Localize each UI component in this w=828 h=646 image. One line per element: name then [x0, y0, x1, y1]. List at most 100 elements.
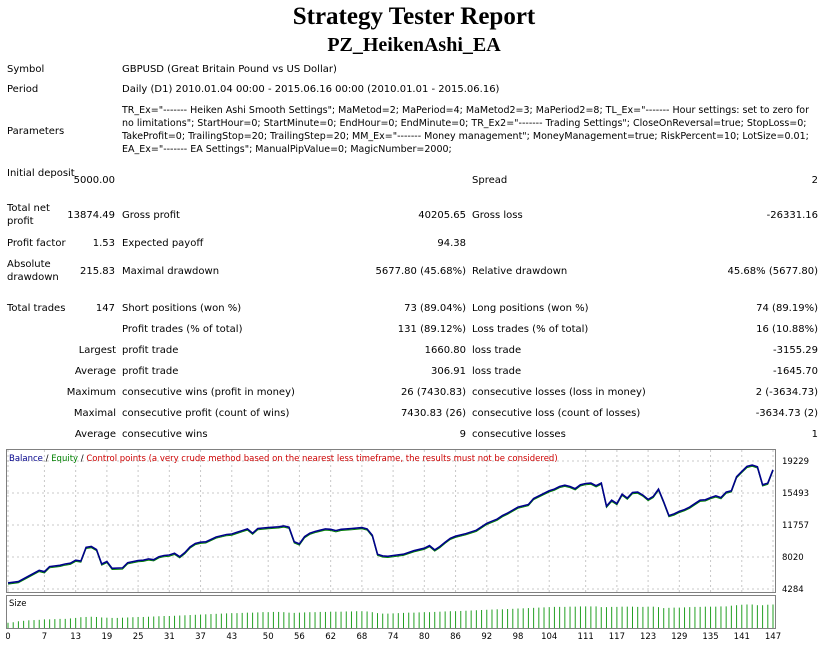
- y-tick-label: 8020: [782, 553, 804, 563]
- average-loss-value: -1645.70: [773, 366, 818, 377]
- max-cons-wins-value: 26 (7430.83): [400, 387, 466, 398]
- x-tick-label: 56: [294, 632, 305, 642]
- short-positions-value: 73 (89.04%): [404, 303, 466, 314]
- relative-drawdown-value: 45.68% (5677.80): [727, 266, 818, 277]
- x-tick-label: 7: [42, 632, 47, 642]
- largest-label: Largest: [78, 345, 116, 356]
- symbol-label: Symbol: [7, 64, 45, 75]
- maximal-cons-profit-label: consecutive profit (count of wins): [122, 408, 290, 419]
- largest-profit-label: profit trade: [122, 345, 179, 356]
- average-profit-label: profit trade: [122, 366, 179, 377]
- size-bars: [7, 604, 774, 628]
- x-tick-label: 98: [513, 632, 524, 642]
- profit-factor-label: Profit factor: [7, 238, 66, 249]
- expected-payoff-value: 94.38: [437, 238, 466, 249]
- profit-trades-value: 131 (89.12%): [397, 324, 466, 335]
- x-axis-ticks: 0 7 13 19 25 31 37 43 50 56 62 68 74 80 86 92 98 104 111 11…: [6, 632, 781, 642]
- x-tick-label: 43: [226, 632, 237, 642]
- long-positions-label: Long positions (won %): [472, 303, 589, 314]
- spread-label: Spread: [472, 175, 508, 186]
- expected-payoff-label: Expected payoff: [122, 238, 204, 249]
- total-trades-label: Total trades: [7, 303, 66, 314]
- y-tick-label: 15493: [782, 489, 809, 499]
- period-label: Period: [7, 84, 39, 95]
- profit-factor-value: 1.53: [92, 238, 115, 249]
- x-tick-label: 86: [450, 632, 461, 642]
- size-label: Size: [9, 599, 26, 609]
- gross-loss-label: Gross loss: [472, 210, 523, 221]
- legend-control: Control points (a very crude method base…: [86, 454, 557, 464]
- legend-balance: Balance: [9, 454, 43, 464]
- average-profit-value: 306.91: [431, 366, 466, 377]
- total-net-profit-label: Total net profit: [7, 203, 50, 227]
- total-trades-value: 147: [95, 303, 115, 314]
- grid-lines: [7, 450, 775, 592]
- size-plot-frame: [6, 595, 776, 629]
- maximal-label: Maximal: [73, 408, 116, 419]
- x-tick-label: 147: [765, 632, 781, 642]
- avg-cons-wins-label: consecutive wins: [122, 429, 208, 440]
- max-cons-losses-label: consecutive losses (loss in money): [472, 387, 646, 398]
- y-tick-label: 19229: [782, 457, 809, 467]
- largest-loss-label: loss trade: [472, 345, 522, 356]
- legend-equity: Equity: [51, 454, 78, 464]
- avg-cons-losses-value: 1: [811, 429, 818, 440]
- period-value: Daily (D1) 2010.01.04 00:00 - 2015.06.16…: [122, 84, 500, 95]
- maximum-label: Maximum: [66, 387, 116, 398]
- loss-trades-label: Loss trades (% of total): [472, 324, 589, 335]
- y-axis-ticks: 19229 15493 11757 8020 4284: [782, 457, 809, 595]
- average-label: Average: [74, 366, 116, 377]
- loss-trades-value: 16 (10.88%): [756, 324, 818, 335]
- average2-label: Average: [74, 429, 116, 440]
- x-tick-label: 13: [70, 632, 81, 642]
- x-tick-label: 135: [702, 632, 718, 642]
- relative-drawdown-label: Relative drawdown: [472, 266, 568, 277]
- initial-deposit-value: 5000.00: [73, 175, 115, 186]
- absolute-drawdown-value: 215.83: [80, 266, 115, 277]
- long-positions-value: 74 (89.19%): [756, 303, 818, 314]
- short-positions-label: Short positions (won %): [122, 303, 242, 314]
- x-tick-label: 0: [6, 632, 11, 642]
- profit-trades-label: Profit trades (% of total): [122, 324, 243, 335]
- avg-cons-losses-label: consecutive losses: [472, 429, 566, 440]
- report-title: Strategy Tester Report: [292, 3, 536, 30]
- largest-loss-value: -3155.29: [773, 345, 818, 356]
- x-tick-label: 104: [541, 632, 557, 642]
- symbol-value: GBPUSD (Great Britain Pound vs US Dollar…: [122, 64, 337, 75]
- total-net-profit-value: 13874.49: [67, 210, 115, 221]
- absolute-drawdown-label: Absolute drawdown: [7, 259, 59, 283]
- x-tick-label: 92: [481, 632, 492, 642]
- x-tick-label: 62: [325, 632, 336, 642]
- largest-profit-value: 1660.80: [424, 345, 466, 356]
- x-tick-label: 74: [388, 632, 399, 642]
- max-cons-wins-label: consecutive wins (profit in money): [122, 387, 295, 398]
- x-tick-label: 129: [671, 632, 687, 642]
- x-tick-label: 37: [195, 632, 206, 642]
- legend-sep-2: /: [78, 454, 86, 464]
- gross-profit-label: Gross profit: [122, 210, 180, 221]
- x-tick-label: 68: [356, 632, 367, 642]
- maximal-cons-profit-value: 7430.83 (26): [400, 408, 466, 419]
- initial-deposit-label: Initial deposit: [7, 168, 75, 179]
- x-tick-label: 25: [133, 632, 144, 642]
- gross-loss-value: -26331.16: [766, 210, 818, 221]
- x-tick-label: 141: [734, 632, 750, 642]
- y-tick-label: 11757: [782, 521, 809, 531]
- parameters-value: TR_Ex="------- Heiken Ashi Smooth Settin…: [122, 105, 810, 155]
- balance-chart: Balance / Equity / Control points (a ver…: [6, 449, 809, 642]
- maximal-cons-loss-value: -3634.73 (2): [755, 408, 818, 419]
- chart-legend: Balance / Equity / Control points (a ver…: [9, 454, 558, 464]
- x-tick-label: 117: [609, 632, 625, 642]
- average-loss-label: loss trade: [472, 366, 522, 377]
- x-tick-label: 50: [263, 632, 274, 642]
- x-tick-label: 31: [164, 632, 175, 642]
- main-plot-frame: [6, 449, 776, 593]
- legend-sep-1: /: [43, 454, 51, 464]
- spread-value: 2: [811, 175, 818, 186]
- x-tick-label: 123: [640, 632, 656, 642]
- expert-name: PZ_HeikenAshi_EA: [327, 34, 501, 56]
- x-tick-label: 80: [419, 632, 430, 642]
- max-cons-losses-value: 2 (-3634.73): [755, 387, 818, 398]
- maximal-cons-loss-label: consecutive loss (count of losses): [472, 408, 641, 419]
- maximal-drawdown-value: 5677.80 (45.68%): [375, 266, 466, 277]
